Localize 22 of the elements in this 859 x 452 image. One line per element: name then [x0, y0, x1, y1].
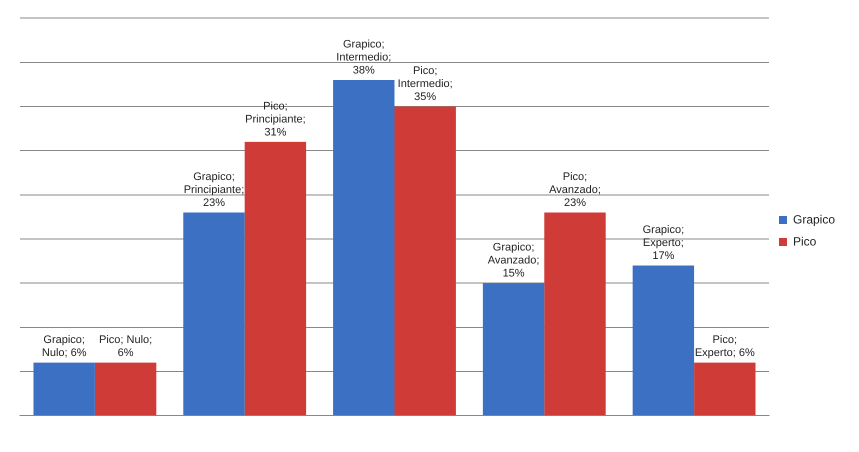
data-label: Grapico; Nulo; 6%: [42, 334, 87, 360]
data-label: Pico; Nulo; 6%: [99, 334, 152, 360]
data-label: Grapico; Intermedio; 38%: [336, 38, 392, 77]
data-label: Grapico; Avanzado; 15%: [488, 242, 540, 280]
data-label: Grapico; Experto; 17%: [642, 224, 684, 262]
bar: [394, 106, 456, 416]
legend-label: Grapico: [792, 212, 836, 226]
bar: [482, 283, 544, 416]
data-label: Pico; Intermedio; 35%: [398, 65, 453, 104]
bar: [333, 80, 394, 416]
bar: [544, 212, 606, 416]
data-label: Pico; Avanzado; 23%: [549, 171, 601, 210]
data-label: Grapico; Principiante; 23%: [184, 171, 244, 210]
bar: [244, 142, 306, 416]
bar: [94, 362, 156, 416]
bar: [694, 362, 756, 416]
bar: [33, 362, 95, 416]
legend-label: Pico: [792, 234, 817, 248]
data-label: Pico; Experto; 6%: [694, 334, 755, 360]
data-label: Pico; Principiante; 31%: [245, 100, 306, 138]
bar: [183, 212, 245, 416]
bar: [632, 265, 694, 416]
